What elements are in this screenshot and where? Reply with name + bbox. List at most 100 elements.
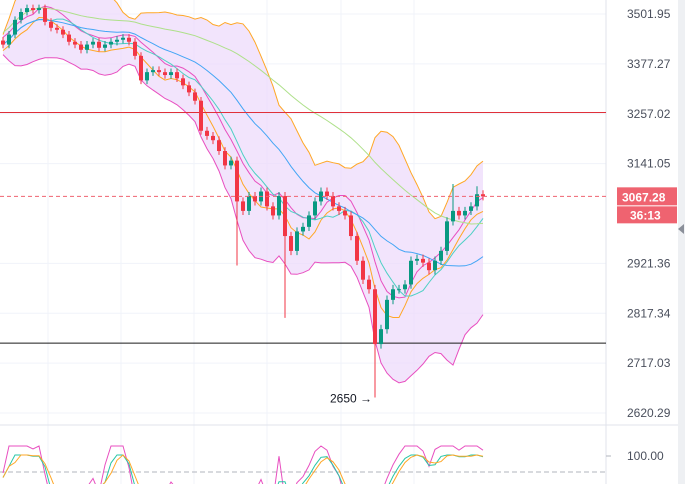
ma-mid-line xyxy=(2,18,484,297)
candle xyxy=(337,202,341,215)
candle xyxy=(355,231,359,265)
candle xyxy=(169,68,173,79)
candle xyxy=(253,191,257,206)
candle-body xyxy=(97,41,101,48)
candle-body xyxy=(61,29,65,35)
candle-body xyxy=(415,258,419,261)
candle-body xyxy=(115,39,119,42)
candle xyxy=(13,16,17,39)
candle-body xyxy=(151,70,155,73)
candle-body xyxy=(235,160,239,202)
candle-body xyxy=(463,210,467,216)
price-tick-label: 2921.36 xyxy=(627,256,671,270)
candle-body xyxy=(409,260,413,285)
candle xyxy=(349,211,353,241)
candle-body xyxy=(211,135,215,141)
price-tick-label: 3377.27 xyxy=(627,57,671,71)
candle-body xyxy=(337,206,341,211)
candle xyxy=(409,256,413,289)
collapse-arrow-icon[interactable] xyxy=(678,224,684,234)
candle-body xyxy=(349,215,353,237)
candle xyxy=(145,68,149,85)
candle-body xyxy=(73,41,77,45)
candle xyxy=(109,38,113,49)
candle xyxy=(211,132,215,145)
price-tick-label: 3141.05 xyxy=(627,157,671,171)
candle-body xyxy=(25,8,29,13)
candle xyxy=(229,156,233,170)
low-annotation: 2650 → xyxy=(330,392,372,406)
candle xyxy=(301,222,305,236)
candle xyxy=(205,126,209,140)
candle xyxy=(103,40,107,52)
candle xyxy=(373,284,377,398)
candle-body xyxy=(103,44,107,48)
candle-body xyxy=(223,151,227,166)
candle-body xyxy=(373,289,377,345)
candle-body xyxy=(403,284,407,290)
candle xyxy=(115,36,119,46)
candle xyxy=(217,136,221,155)
candle-body xyxy=(283,196,287,237)
candle xyxy=(139,52,143,85)
ma-upper-line xyxy=(2,5,484,299)
candle xyxy=(379,324,383,349)
candle xyxy=(67,30,71,46)
ma-slow-line xyxy=(2,18,484,267)
oscillator-tick-label: 100.00 xyxy=(627,449,664,463)
candle-body xyxy=(145,72,149,81)
candle-body xyxy=(175,72,179,79)
candle-body xyxy=(91,41,95,45)
candle-body xyxy=(457,210,461,216)
candle xyxy=(163,68,167,79)
candle-body xyxy=(85,44,89,50)
candle xyxy=(463,206,467,220)
candle-body xyxy=(307,215,311,227)
candle xyxy=(271,202,275,220)
candle xyxy=(157,66,161,76)
candle xyxy=(55,24,59,34)
candle-body xyxy=(391,289,395,300)
candle xyxy=(457,206,461,220)
price-tick-label: 2620.29 xyxy=(627,406,671,420)
candle xyxy=(361,256,365,284)
candle-body xyxy=(133,41,137,56)
current-price-label: 3067.28 xyxy=(622,190,666,204)
candle xyxy=(85,40,89,54)
candle xyxy=(121,34,125,44)
candle xyxy=(475,186,479,211)
candle xyxy=(25,4,29,16)
candle-body xyxy=(469,206,473,211)
candle xyxy=(481,190,485,201)
countdown-badge xyxy=(617,206,677,224)
candle-body xyxy=(31,8,35,11)
candle xyxy=(289,231,293,256)
candle xyxy=(445,217,449,256)
scrollbar[interactable] xyxy=(678,0,685,484)
candle-body xyxy=(109,41,113,45)
candle-body xyxy=(433,260,437,271)
price-tick-label: 2717.03 xyxy=(627,356,671,370)
candle xyxy=(415,254,419,265)
price-tick-label: 2817.34 xyxy=(627,306,671,320)
candle-body xyxy=(205,130,209,136)
candle xyxy=(391,284,395,305)
candle xyxy=(283,191,287,318)
candle-body xyxy=(241,201,245,211)
candle-body xyxy=(79,44,83,50)
candle xyxy=(223,147,227,170)
candle-body xyxy=(445,221,449,251)
candle-body xyxy=(121,37,125,40)
candle-body xyxy=(1,40,5,45)
candle-body xyxy=(289,236,293,251)
candle-body xyxy=(379,329,383,345)
countdown-label: 36:13 xyxy=(630,208,661,222)
candle-body xyxy=(481,194,485,197)
candle xyxy=(325,187,329,201)
candle xyxy=(61,26,65,39)
candle-body xyxy=(421,258,425,263)
candle-body xyxy=(193,92,197,101)
candle-body xyxy=(331,196,335,207)
candle-body xyxy=(253,196,257,202)
